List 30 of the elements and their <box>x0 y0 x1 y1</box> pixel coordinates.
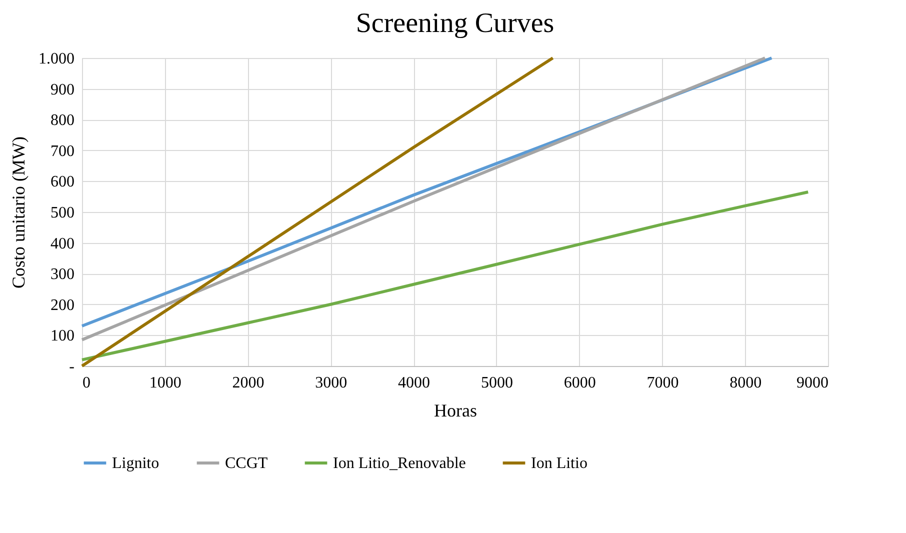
x-tick-label: 3000 <box>315 374 348 392</box>
y-tick-label: 300 <box>50 266 74 284</box>
y-tick-label: 1.000 <box>38 50 74 68</box>
line-series <box>80 190 810 362</box>
line-series <box>80 56 554 368</box>
y-tick-label: 400 <box>50 235 74 252</box>
chart-title: Screening Curves <box>356 8 554 39</box>
x-tick-label: 7000 <box>646 374 679 392</box>
legend-label: CCGT <box>225 455 268 472</box>
x-tick-label: 6000 <box>564 374 596 392</box>
legend-label: Ion Litio <box>531 455 588 472</box>
legend-label: Ion Litio_Renovable <box>333 455 466 472</box>
x-tick-label: 0 <box>82 374 90 392</box>
y-tick-label: 500 <box>50 204 74 222</box>
x-tick-label: 1000 <box>149 374 182 392</box>
y-tick-label: - <box>69 358 74 376</box>
y-tick-label: 100 <box>50 328 74 345</box>
y-tick-label: 600 <box>50 174 74 191</box>
y-axis-title: Costo unitario (MW) <box>8 136 28 288</box>
x-tick-label: 9000 <box>796 374 828 392</box>
x-tick-label: 8000 <box>730 374 762 392</box>
legend-label: Lignito <box>112 455 160 472</box>
y-tick-label: 200 <box>50 296 74 314</box>
x-tick-label: 2000 <box>232 374 264 392</box>
x-axis-title: Horas <box>434 400 477 420</box>
y-tick-label: 900 <box>50 81 74 98</box>
y-tick-label: 800 <box>50 112 74 130</box>
y-tick-label: 700 <box>50 142 74 160</box>
x-tick-label: 5000 <box>480 374 513 392</box>
x-tick-label: 4000 <box>398 374 430 392</box>
